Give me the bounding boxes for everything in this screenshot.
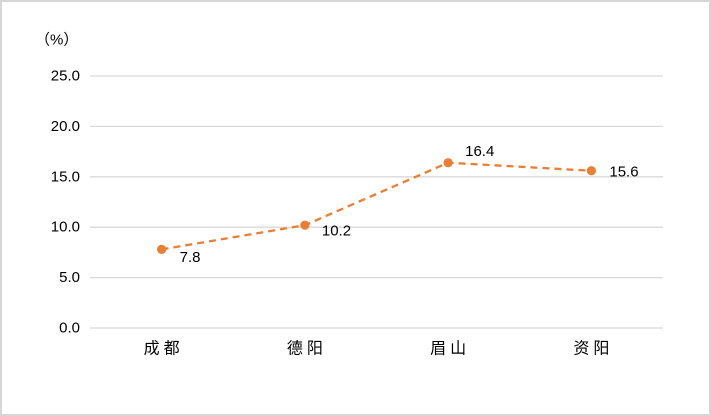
y-tick-label: 20.0 [51,118,80,135]
y-axis-unit-label: （%） [35,32,78,49]
data-point-label: 7.8 [180,249,201,266]
data-point-marker [300,220,310,230]
gridlines-group [90,75,663,329]
data-point-marker [157,244,167,254]
y-tick-label: 10.0 [51,219,80,236]
data-series-group [157,158,596,254]
y-tick-label: 25.0 [51,68,80,85]
data-point-label: 15.6 [609,163,638,180]
x-category-label: 德 阳 [287,340,323,358]
x-category-label: 成 都 [144,340,180,358]
data-point-label: 16.4 [465,143,494,160]
x-axis-category-labels: 成 都德 阳眉 山资 阳 [144,340,610,358]
y-tick-label: 5.0 [59,269,80,286]
data-labels-group: 7.8 10.2 16.4 15.6 [180,143,639,266]
y-tick-label: 0.0 [59,320,80,337]
y-tick-label: 15.0 [51,168,80,185]
x-category-label: 眉 山 [430,340,466,358]
x-category-label: 资 阳 [573,340,609,358]
y-axis-tick-labels: 0.0 5.0 10.0 15.0 20.0 25.0 [51,68,80,337]
data-point-marker [586,166,596,176]
data-point-label: 10.2 [322,223,351,240]
series-line [161,161,592,251]
data-point-marker [443,158,453,168]
